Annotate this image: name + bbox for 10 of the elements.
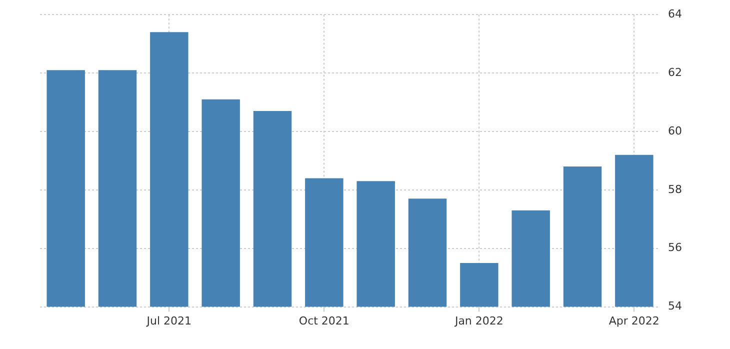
x-tick-label: Oct 2021 — [298, 314, 350, 328]
y-tick-label: 62 — [668, 66, 682, 79]
y-tick-label: 54 — [668, 300, 682, 313]
y-tick-label: 58 — [668, 182, 682, 196]
y-tick-label: 56 — [668, 241, 682, 254]
y-tick-label: 60 — [668, 124, 682, 138]
x-tick-label: Jul 2021 — [146, 314, 192, 328]
x-tick-label: Jan 2022 — [454, 314, 504, 328]
x-tick-label: Apr 2022 — [608, 314, 660, 328]
y-tick-label: 64 — [668, 7, 682, 20]
